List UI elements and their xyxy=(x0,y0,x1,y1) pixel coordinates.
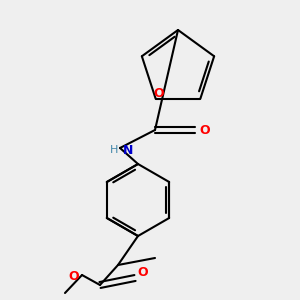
Text: O: O xyxy=(69,271,79,284)
Text: O: O xyxy=(200,124,210,136)
Text: N: N xyxy=(123,143,133,157)
Text: O: O xyxy=(138,266,148,280)
Text: H: H xyxy=(110,145,118,155)
Text: O: O xyxy=(153,87,164,100)
